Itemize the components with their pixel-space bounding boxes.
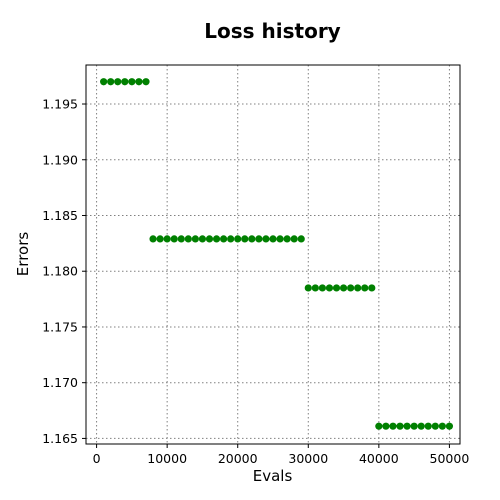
data-point bbox=[262, 235, 270, 243]
y-axis-label: Errors bbox=[14, 232, 32, 277]
y-tick-label: 1.180 bbox=[42, 264, 78, 279]
x-tick-label: 30000 bbox=[288, 451, 328, 466]
data-point bbox=[276, 235, 284, 243]
data-point bbox=[107, 78, 115, 86]
data-point bbox=[205, 235, 214, 243]
x-tick-label: 40000 bbox=[359, 451, 399, 466]
data-point bbox=[445, 422, 454, 430]
data-point bbox=[184, 235, 192, 243]
x-tick-label: 50000 bbox=[430, 451, 470, 466]
data-point bbox=[212, 235, 221, 243]
data-point bbox=[325, 284, 334, 292]
data-point bbox=[121, 78, 129, 86]
data-point bbox=[354, 284, 362, 292]
data-point bbox=[191, 235, 199, 243]
data-point bbox=[361, 284, 369, 292]
plot-frame bbox=[85, 64, 461, 445]
data-point bbox=[248, 235, 256, 243]
data-point bbox=[163, 235, 171, 243]
data-point bbox=[311, 284, 319, 292]
data-point bbox=[424, 422, 432, 430]
data-point bbox=[290, 235, 298, 243]
data-point bbox=[255, 235, 263, 243]
data-point bbox=[142, 78, 150, 86]
data-point bbox=[382, 422, 390, 430]
data-point bbox=[114, 78, 122, 86]
data-point bbox=[417, 422, 425, 430]
data-point bbox=[368, 284, 376, 292]
data-point bbox=[177, 235, 185, 243]
axis-ticks: 0 10000 20000 30000 40000 50000 1.165 1.170 1.17… bbox=[42, 97, 469, 466]
data-point bbox=[431, 422, 439, 430]
data-point bbox=[297, 235, 305, 243]
data-point bbox=[438, 422, 446, 430]
y-tick-label: 1.195 bbox=[42, 97, 78, 112]
data-point bbox=[339, 284, 348, 292]
x-tick-label: 20000 bbox=[218, 451, 258, 466]
y-tick-label: 1.170 bbox=[42, 375, 78, 390]
data-point bbox=[318, 284, 326, 292]
data-point bbox=[375, 422, 383, 430]
y-tick-label: 1.190 bbox=[42, 152, 78, 167]
data-point bbox=[198, 235, 207, 243]
data-point bbox=[220, 235, 228, 243]
x-tick-label: 10000 bbox=[147, 451, 187, 466]
data-point bbox=[403, 422, 411, 430]
y-tick-label: 1.185 bbox=[42, 208, 78, 223]
data-point bbox=[389, 422, 397, 430]
data-point bbox=[304, 284, 312, 292]
data-point bbox=[332, 284, 341, 292]
data-point bbox=[234, 235, 242, 243]
data-point bbox=[100, 78, 108, 86]
data-point bbox=[149, 235, 157, 243]
data-point bbox=[410, 422, 418, 430]
data-point bbox=[283, 235, 291, 243]
data-point bbox=[347, 284, 355, 292]
data-point bbox=[135, 78, 143, 86]
data-point bbox=[241, 235, 249, 243]
data-point bbox=[269, 235, 277, 243]
data-point bbox=[170, 235, 178, 243]
chart-title: Loss history bbox=[204, 19, 340, 43]
y-tick-label: 1.175 bbox=[42, 319, 78, 334]
x-tick-label: 0 bbox=[93, 451, 101, 466]
data-point bbox=[128, 78, 136, 86]
data-point bbox=[227, 235, 235, 243]
data-point bbox=[396, 422, 404, 430]
grid bbox=[86, 65, 460, 444]
y-tick-label: 1.165 bbox=[42, 431, 78, 446]
data-points bbox=[100, 78, 454, 430]
x-axis-label: Evals bbox=[253, 467, 293, 485]
data-point bbox=[156, 235, 164, 243]
